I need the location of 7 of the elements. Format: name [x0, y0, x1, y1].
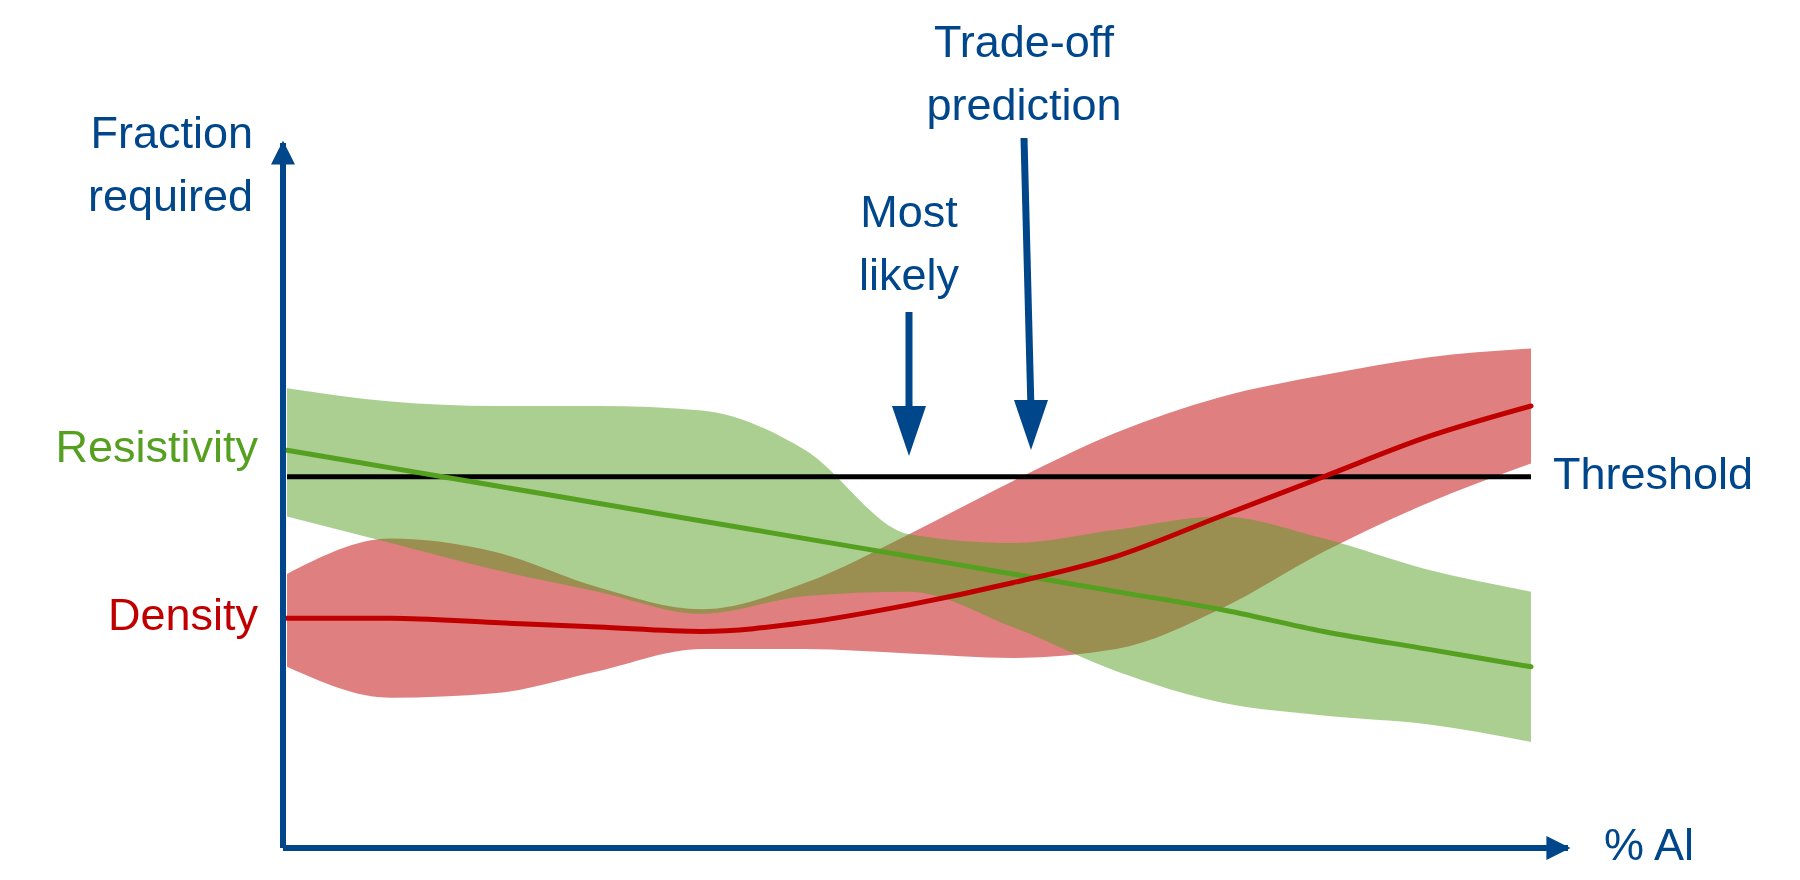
text: Trade-off prediction	[926, 15, 1122, 130]
ref-line-label: Threshold	[1553, 447, 1754, 499]
y-axis-title: Fraction required	[87, 106, 253, 221]
series-label: Resistivity	[55, 421, 259, 473]
series-label: Density	[107, 589, 259, 641]
text: Most likely	[858, 185, 960, 300]
x-axis-title: % Al	[1604, 818, 1695, 870]
